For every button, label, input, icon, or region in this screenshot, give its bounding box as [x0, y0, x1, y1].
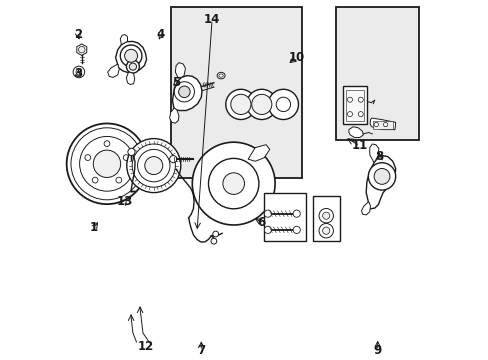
Ellipse shape	[217, 72, 224, 79]
Text: 12: 12	[137, 340, 153, 353]
Circle shape	[144, 157, 163, 175]
Text: 5: 5	[172, 76, 180, 89]
Circle shape	[174, 82, 194, 102]
Ellipse shape	[219, 74, 223, 77]
Polygon shape	[369, 118, 395, 130]
Bar	[336, 7, 418, 140]
Polygon shape	[361, 202, 370, 215]
Circle shape	[92, 177, 98, 183]
Circle shape	[71, 128, 142, 200]
Text: 7: 7	[197, 345, 205, 357]
Circle shape	[123, 155, 129, 161]
Circle shape	[104, 141, 110, 147]
Circle shape	[79, 46, 85, 53]
Text: 4: 4	[157, 28, 165, 41]
Circle shape	[358, 112, 363, 117]
Circle shape	[230, 94, 250, 114]
Text: 2: 2	[74, 28, 82, 41]
Text: 6: 6	[257, 216, 265, 229]
Polygon shape	[115, 41, 146, 73]
Circle shape	[347, 112, 352, 117]
Polygon shape	[169, 108, 179, 123]
Circle shape	[126, 60, 139, 73]
Polygon shape	[366, 156, 395, 209]
Text: 11: 11	[351, 139, 367, 152]
Circle shape	[212, 231, 218, 237]
Polygon shape	[126, 72, 134, 85]
Text: 10: 10	[288, 51, 304, 64]
Circle shape	[116, 177, 122, 183]
Bar	[264, 193, 305, 241]
Circle shape	[66, 123, 147, 204]
Circle shape	[137, 149, 170, 182]
Circle shape	[347, 97, 352, 102]
Text: 14: 14	[203, 13, 220, 26]
Text: 9: 9	[373, 345, 381, 357]
Circle shape	[246, 89, 276, 120]
Circle shape	[358, 97, 363, 102]
Circle shape	[373, 122, 378, 127]
Polygon shape	[369, 144, 378, 163]
Circle shape	[318, 208, 333, 223]
Polygon shape	[172, 76, 202, 111]
Circle shape	[120, 45, 142, 67]
Polygon shape	[107, 64, 119, 77]
Text: 8: 8	[375, 150, 383, 163]
Polygon shape	[175, 63, 185, 77]
Polygon shape	[352, 97, 361, 106]
Circle shape	[225, 89, 256, 120]
Circle shape	[373, 168, 389, 184]
Circle shape	[264, 226, 271, 234]
Circle shape	[127, 148, 135, 156]
Circle shape	[292, 226, 300, 234]
Circle shape	[126, 139, 181, 193]
Circle shape	[383, 122, 387, 127]
Polygon shape	[247, 145, 269, 161]
Circle shape	[80, 136, 134, 191]
Circle shape	[322, 212, 329, 219]
Polygon shape	[77, 44, 86, 55]
Polygon shape	[120, 35, 127, 45]
Circle shape	[292, 210, 300, 217]
Bar	[345, 90, 364, 121]
Circle shape	[132, 144, 175, 187]
Circle shape	[192, 142, 275, 225]
Circle shape	[264, 210, 271, 217]
Text: 13: 13	[117, 195, 133, 208]
Circle shape	[276, 97, 290, 112]
Circle shape	[268, 89, 298, 120]
Text: 1: 1	[90, 221, 98, 234]
Circle shape	[178, 86, 190, 98]
Circle shape	[318, 224, 333, 238]
Bar	[312, 196, 339, 241]
Circle shape	[322, 227, 329, 234]
Circle shape	[129, 63, 136, 70]
Bar	[170, 7, 302, 178]
Circle shape	[211, 238, 216, 244]
Circle shape	[73, 66, 84, 78]
Polygon shape	[348, 127, 363, 138]
Bar	[373, 121, 392, 129]
Circle shape	[367, 163, 395, 190]
Circle shape	[124, 49, 137, 62]
Circle shape	[85, 155, 90, 161]
Text: 3: 3	[74, 67, 82, 80]
Circle shape	[169, 156, 177, 163]
Circle shape	[251, 94, 271, 114]
Circle shape	[223, 173, 244, 194]
Circle shape	[93, 150, 121, 177]
Circle shape	[76, 69, 81, 75]
Circle shape	[208, 158, 258, 209]
Bar	[342, 86, 366, 124]
